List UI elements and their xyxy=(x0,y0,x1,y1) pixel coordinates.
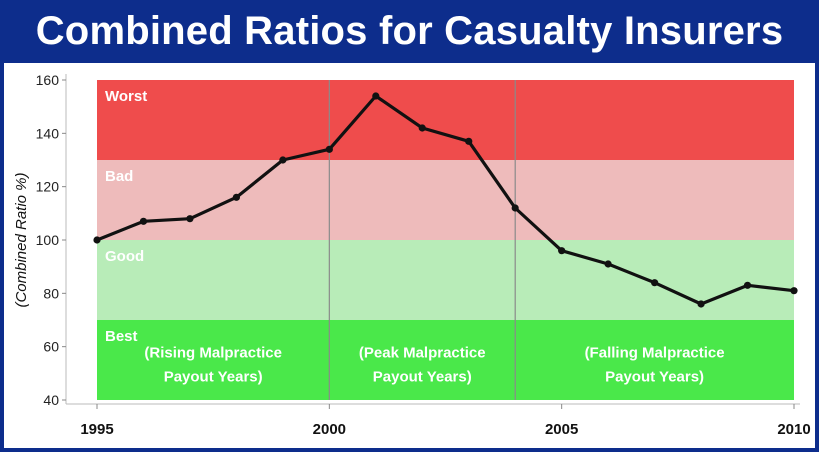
data-point xyxy=(418,124,426,132)
data-point xyxy=(697,300,705,308)
y-tick-label: 140 xyxy=(36,125,60,141)
data-point xyxy=(743,281,752,289)
era-label: Payout Years) xyxy=(605,368,704,385)
era-label: Payout Years) xyxy=(373,368,472,385)
data-point xyxy=(139,217,148,225)
band-good xyxy=(97,240,794,320)
data-point xyxy=(232,193,240,201)
y-tick-label: 160 xyxy=(36,72,60,88)
series-line xyxy=(96,94,795,306)
band-bad xyxy=(97,160,794,240)
data-point xyxy=(604,260,612,268)
band-best xyxy=(97,320,794,400)
y-tick-label: 40 xyxy=(43,392,59,408)
y-tick-label: 100 xyxy=(36,232,60,248)
band-label-bad: Bad xyxy=(105,168,133,185)
x-tick-label: 2005 xyxy=(545,421,578,438)
data-point xyxy=(465,137,473,145)
data-point xyxy=(325,145,333,153)
x-tick-label: 2000 xyxy=(313,421,346,438)
y-tick-label: 120 xyxy=(36,179,60,195)
era-label: (Falling Malpractice xyxy=(585,344,725,361)
data-point xyxy=(558,247,566,255)
era-label: (Rising Malpractice xyxy=(144,344,282,361)
chart-title: Combined Ratios for Casualty Insurers xyxy=(35,8,784,53)
data-point xyxy=(93,236,101,244)
x-tick-label: 2010 xyxy=(777,421,810,438)
x-tick-label: 1995 xyxy=(80,421,113,438)
y-tick-label: 60 xyxy=(43,339,59,355)
data-point xyxy=(790,287,798,295)
data-point xyxy=(651,279,659,287)
line-chart: 40 60 80 100 120 140 160 1995 2000 2005 2010 (Combi… xyxy=(13,72,811,438)
data-point xyxy=(186,215,194,223)
y-tick-label: 80 xyxy=(43,285,59,301)
band-worst xyxy=(97,80,794,160)
y-axis-label: (Combined Ratio %) xyxy=(13,172,30,307)
band-label-best: Best xyxy=(105,328,138,345)
data-point xyxy=(511,204,519,212)
era-label: (Peak Malpractice xyxy=(359,344,486,361)
data-point xyxy=(372,92,380,100)
data-point xyxy=(279,156,287,164)
band-label-good: Good xyxy=(105,248,144,265)
band-label-worst: Worst xyxy=(105,88,147,105)
era-label: Payout Years) xyxy=(164,368,263,385)
